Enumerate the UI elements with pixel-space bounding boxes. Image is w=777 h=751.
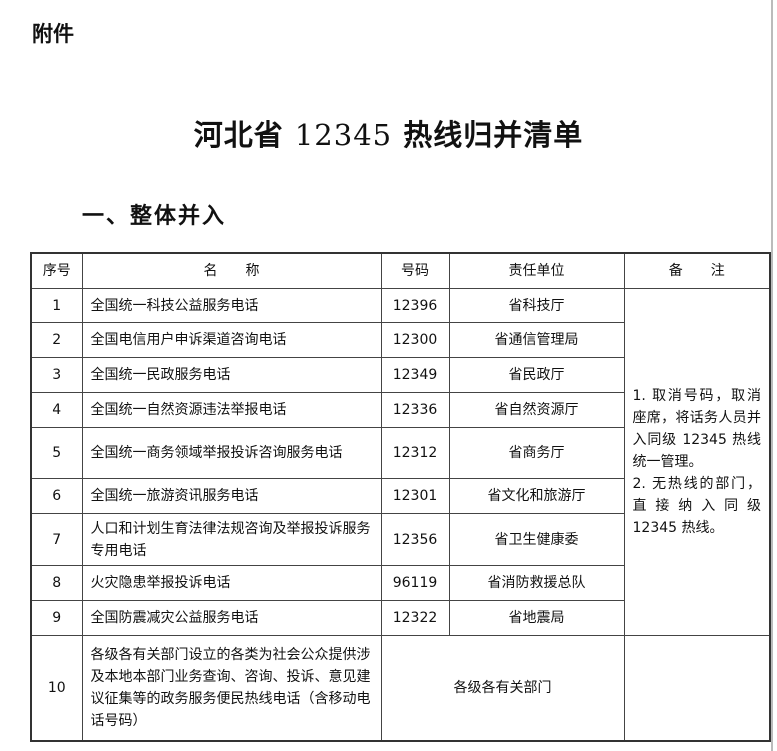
header-cell: 号码 — [380, 252, 450, 289]
hotline-number: 12349 — [380, 357, 450, 393]
responsible-unit: 省卫生健康委 — [448, 513, 625, 566]
row-number: 3 — [30, 357, 83, 393]
table-row: 2 全国电信用户申诉渠道咨询电话 12300 省通信管理局 — [30, 322, 770, 358]
hotline-name: 全国防震减灾公益服务电话 — [81, 600, 382, 636]
responsible-unit: 省消防救援总队 — [448, 565, 625, 601]
table-row: 5 全国统一商务领域举报投诉咨询服务电话 12312 省商务厅 — [30, 427, 770, 479]
title-suffix: 热线归并清单 — [403, 118, 584, 152]
hotline-name: 全国电信用户申诉渠道咨询电话 — [81, 322, 382, 358]
row-number: 8 — [30, 565, 83, 601]
table-row: 1 全国统一科技公益服务电话 12396 省科技厅 1. 取消号码，取消座席，将话务人员… — [30, 288, 771, 636]
row-number: 7 — [30, 513, 83, 566]
responsible-unit: 省地震局 — [448, 600, 625, 636]
hotline-number: 12322 — [380, 600, 450, 636]
hotline-name: 各级各有关部门设立的各类为社会公众提供涉及本地本部门业务查询、咨询、投诉、意见建… — [81, 635, 382, 741]
hotline-name: 全国统一科技公益服务电话 — [81, 288, 382, 323]
title-prefix: 河北省 — [193, 118, 284, 152]
hotline-name: 全国统一自然资源违法举报电话 — [81, 392, 382, 428]
section-heading: 一、整体并入 — [82, 204, 227, 229]
row-number: 6 — [30, 478, 83, 514]
table-row: 6 全国统一旅游资讯服务电话 12301 省文化和旅游厅 — [30, 478, 770, 514]
table-row: 10 各级各有关部门设立的各类为社会公众提供涉及本地本部门业务查询、咨询、投诉、意… — [30, 635, 771, 741]
row-number: 2 — [30, 322, 83, 358]
hotline-name: 火灾隐患举报投诉电话 — [81, 565, 382, 601]
header-cell: 备 注 — [623, 252, 771, 289]
hotline-number: 12312 — [380, 427, 450, 479]
hotline-number: 12356 — [380, 513, 450, 566]
hotline-number: 12336 — [380, 392, 450, 428]
responsible-unit: 省民政厅 — [448, 357, 625, 393]
hotline-name: 全国统一商务领域举报投诉咨询服务电话 — [81, 427, 382, 479]
responsible-unit: 各级各有关部门 — [380, 635, 625, 741]
hotline-table: 序号 名 称 号码 责任单位 备 注 1 全国统一科技公益服务电话 12396 省科技… — [30, 252, 771, 742]
row-number: 10 — [30, 635, 83, 741]
responsible-unit: 省文化和旅游厅 — [448, 478, 625, 514]
row-number: 1 — [30, 288, 83, 323]
hotline-number: 12300 — [380, 322, 450, 358]
responsible-unit: 省自然资源厅 — [448, 392, 625, 428]
hotline-name: 人口和计划生育法律法规咨询及举报投诉服务专用电话 — [81, 513, 382, 566]
row-number: 9 — [30, 600, 83, 636]
row-number: 4 — [30, 392, 83, 428]
header-cell: 序号 — [30, 252, 83, 289]
remark-cell-empty — [623, 635, 771, 741]
page-edge — [771, 0, 773, 751]
hotline-number: 12301 — [380, 478, 450, 514]
page-title: 河北省 12345 热线归并清单 — [0, 112, 777, 154]
table-row: 9 全国防震减灾公益服务电话 12322 省地震局 — [30, 600, 770, 636]
hotline-name: 全国统一民政服务电话 — [81, 357, 382, 393]
responsible-unit: 省科技厅 — [448, 288, 625, 323]
attachment-label: 附件 — [32, 22, 74, 46]
remark-cell: 1. 取消号码，取消座席，将话务人员并入同级 12345 热线统一管理。 2. … — [623, 288, 771, 636]
header-cell: 责任单位 — [448, 252, 625, 289]
table-row: 4 全国统一自然资源违法举报电话 12336 省自然资源厅 — [30, 392, 770, 428]
hotline-number: 12396 — [380, 288, 450, 323]
table-row: 3 全国统一民政服务电话 12349 省民政厅 — [30, 357, 770, 393]
responsible-unit: 省通信管理局 — [448, 322, 625, 358]
responsible-unit: 省商务厅 — [448, 427, 625, 479]
hotline-number: 96119 — [380, 565, 450, 601]
table-header: 序号 名 称 号码 责任单位 备 注 — [30, 252, 771, 289]
title-number: 12345 — [294, 118, 393, 152]
header-cell: 名 称 — [81, 252, 382, 289]
hotline-name: 全国统一旅游资讯服务电话 — [81, 478, 382, 514]
row-number: 5 — [30, 427, 83, 479]
